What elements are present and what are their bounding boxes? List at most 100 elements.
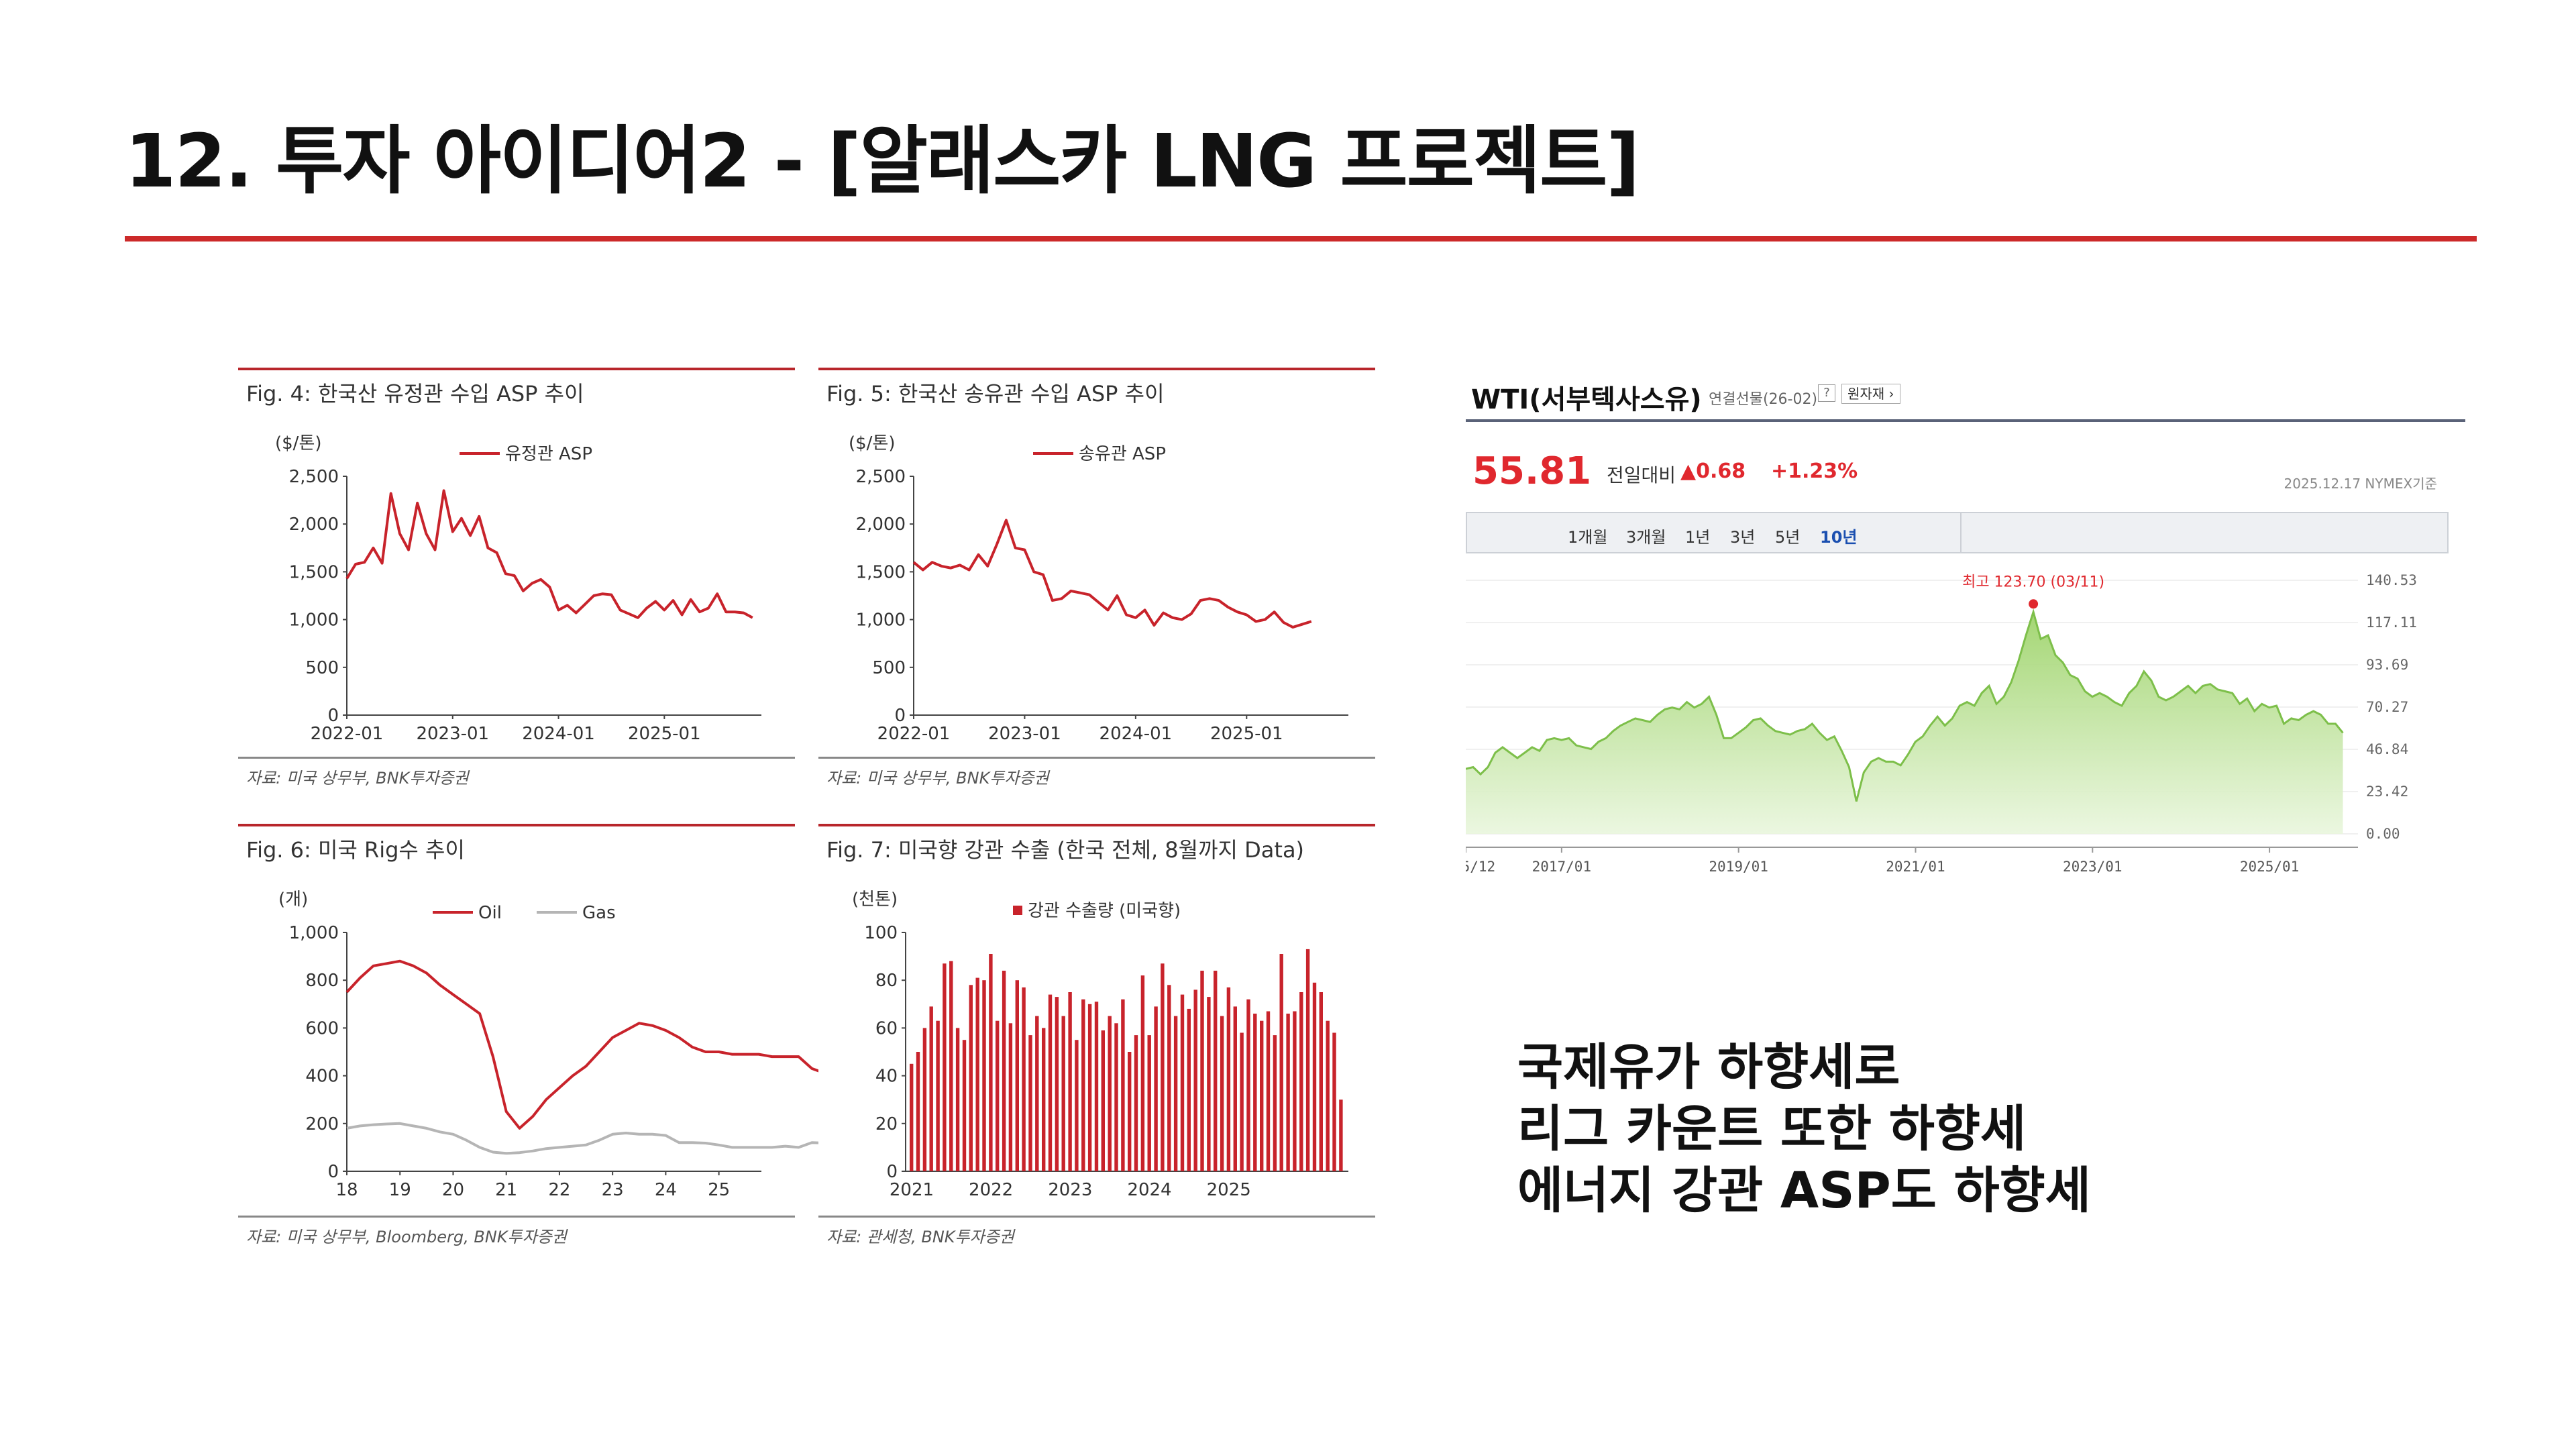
fig7-bar bbox=[1055, 997, 1059, 1171]
fig7-bar bbox=[1015, 980, 1019, 1171]
original-button[interactable]: 원자재 › bbox=[1841, 384, 1900, 404]
fig7-bar bbox=[1022, 987, 1026, 1171]
tab-1m[interactable]: 1개월 bbox=[1568, 528, 1608, 547]
summary-text: 국제유가 하향세로 리그 카운트 또한 하향세 에너지 강관 ASP도 하향세 bbox=[1517, 1036, 2091, 1222]
fig7-caption: Fig. 7: 미국향 강관 수출 (한국 전체, 8월까지 Data) bbox=[826, 837, 1305, 863]
fig7-bar bbox=[1253, 1014, 1257, 1171]
fig7-bar bbox=[1187, 1008, 1191, 1171]
fig5-x-tick-label: 2024-01 bbox=[1099, 724, 1173, 744]
fig4-bottom-rule bbox=[238, 757, 795, 759]
fig7-bar bbox=[1035, 1016, 1039, 1171]
fig7-x-tick-label: 2025 bbox=[1207, 1180, 1251, 1200]
fig7-bar bbox=[1075, 1040, 1079, 1171]
fig7-bar bbox=[943, 963, 947, 1171]
fig7-bar bbox=[1193, 989, 1197, 1171]
title-divider bbox=[125, 236, 2477, 241]
fig7-bar bbox=[1312, 982, 1317, 1171]
fig7-x-tick-label: 2024 bbox=[1127, 1180, 1171, 1200]
fig6-legend-label: Gas bbox=[582, 903, 616, 923]
wti-timestamp: 2025.12.17 NYMEX기준 bbox=[2284, 476, 2437, 492]
tab-1y[interactable]: 1년 bbox=[1685, 528, 1711, 547]
wti-y-tick-label: 23.42 bbox=[2366, 784, 2408, 800]
fig6-y-tick-label: 0 bbox=[327, 1162, 339, 1182]
wti-chart: 0.00 23.42 46.84 70.27 93.69 117.11 140.53 2015… bbox=[1436, 572, 2417, 875]
fig5-y-tick-label: 2,000 bbox=[856, 515, 906, 535]
wti-header-rule bbox=[1466, 419, 2465, 422]
fig7-bar bbox=[1081, 999, 1085, 1171]
fig7-bar bbox=[1260, 1020, 1264, 1171]
summary-line-1: 국제유가 하향세로 bbox=[1517, 1038, 1900, 1096]
fig7-x-tick-label: 2021 bbox=[890, 1180, 934, 1200]
wti-line bbox=[1465, 608, 2344, 802]
wti-x-tick-label: 2023/01 bbox=[2063, 859, 2123, 875]
wti-price: 55.81 bbox=[1472, 449, 1592, 493]
wti-y-tick-label: 117.11 bbox=[2366, 614, 2417, 631]
tab-3y[interactable]: 3년 bbox=[1730, 528, 1756, 547]
fig7-bar bbox=[1028, 1035, 1032, 1171]
fig7-bar bbox=[1293, 1011, 1297, 1171]
change-label: 전일대비 bbox=[1607, 464, 1676, 486]
fig4-source: 자료: 미국 상무부, BNK투자증권 bbox=[246, 769, 469, 788]
fig7-bar bbox=[1246, 999, 1250, 1171]
fig7-bar bbox=[1167, 985, 1171, 1171]
fig6-y-tick-label: 600 bbox=[305, 1018, 339, 1038]
fig7-bar bbox=[989, 954, 993, 1171]
fig5-y-tick-label: 1,500 bbox=[856, 562, 906, 582]
fig6-x-tick-label: 22 bbox=[548, 1180, 570, 1200]
fig5-y-tick-label: 500 bbox=[872, 658, 906, 678]
fig4-x-tick-label: 2022-01 bbox=[311, 724, 384, 744]
fig4-chart: 0 500 1,000 1,500 2,000 2,500 2022-01 2023-01 20… bbox=[289, 444, 761, 744]
fig7-bar bbox=[1332, 1032, 1336, 1171]
fig7-bar bbox=[1068, 992, 1072, 1171]
fig7-bar bbox=[969, 985, 973, 1171]
tab-3m[interactable]: 3개월 bbox=[1626, 528, 1666, 547]
fig5-y-tick-label: 2,500 bbox=[856, 467, 906, 487]
fig7-bar bbox=[1200, 971, 1204, 1171]
fig6-legend-label: Oil bbox=[478, 903, 502, 923]
tab-10y[interactable]: 10년 bbox=[1820, 528, 1858, 547]
fig7-bar bbox=[1108, 1016, 1112, 1171]
fig7-bar bbox=[1128, 1052, 1132, 1171]
fig7-bar bbox=[982, 980, 986, 1171]
fig6-unit: (개) bbox=[278, 890, 309, 910]
fig6-x-tick-label: 20 bbox=[442, 1180, 464, 1200]
fig7-chart: 0 20 40 60 80 100 2021 2022 2023 2024 2025 강관 수출량 (… bbox=[864, 901, 1348, 1200]
fig7-bar bbox=[916, 1052, 920, 1171]
tab-5y[interactable]: 5년 bbox=[1775, 528, 1801, 547]
fig6-top-rule bbox=[238, 824, 795, 826]
fig4-x-tick-label: 2025-01 bbox=[628, 724, 701, 744]
summary-line-3: 에너지 강관 ASP도 하향세 bbox=[1517, 1162, 2091, 1220]
wti-x-tick-label: 2019/01 bbox=[1709, 859, 1768, 875]
fig5-y-tick-label: 0 bbox=[894, 706, 906, 726]
fig4-series-유정관-asp-line bbox=[345, 489, 753, 619]
fig7-bar bbox=[1048, 994, 1053, 1171]
fig7-bar bbox=[1339, 1099, 1343, 1171]
wti-x-tick-label: 2021/01 bbox=[1886, 859, 1945, 875]
fig7-top-rule bbox=[818, 824, 1375, 826]
help-icon[interactable]: ? bbox=[1818, 384, 1835, 402]
fig7-bar bbox=[1299, 992, 1303, 1171]
fig7-bar bbox=[1147, 1035, 1151, 1171]
fig7-x-tick-label: 2023 bbox=[1048, 1180, 1092, 1200]
fig6-y-tick-label: 800 bbox=[305, 971, 339, 991]
wti-y-tick-label: 70.27 bbox=[2366, 699, 2408, 715]
fig5-series-송유관-asp-line bbox=[912, 519, 1312, 629]
fig7-bar bbox=[955, 1028, 960, 1171]
fig7-bar bbox=[1226, 987, 1231, 1171]
fig7-bar bbox=[1279, 954, 1283, 1171]
fig7-bar bbox=[1286, 1014, 1290, 1171]
fig7-legend-label: 강관 수출량 (미국향) bbox=[1028, 901, 1181, 921]
fig5-unit: ($/톤) bbox=[849, 433, 896, 453]
fig7-bar bbox=[1214, 971, 1218, 1171]
fig7-y-tick-label: 80 bbox=[875, 971, 898, 991]
fig6-x-tick-label: 19 bbox=[389, 1180, 411, 1200]
fig7-bar bbox=[929, 1006, 933, 1171]
fig5-chart: 0 500 1,000 1,500 2,000 2,500 2022-01 2023-01 20… bbox=[856, 444, 1348, 744]
fig5-x-tick-label: 2025-01 bbox=[1210, 724, 1283, 744]
fig7-bar bbox=[949, 961, 953, 1171]
fig7-bar bbox=[1161, 963, 1165, 1171]
fig5-panel: Fig. 5: 한국산 송유관 수입 ASP 추이 ($/톤) 0 500 1,00… bbox=[818, 368, 1375, 797]
fig7-bar bbox=[1319, 992, 1323, 1171]
wti-y-tick-label: 140.53 bbox=[2366, 572, 2417, 588]
wti-x-tick-label: 2025/01 bbox=[2240, 859, 2300, 875]
